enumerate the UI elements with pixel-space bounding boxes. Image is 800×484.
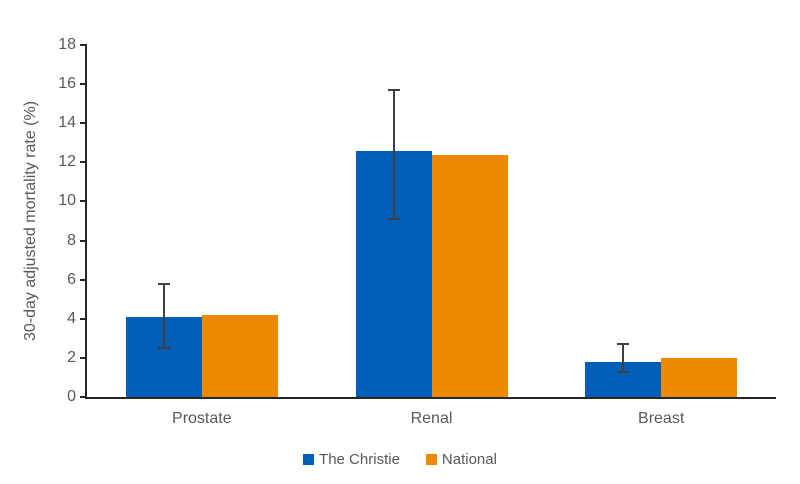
y-axis-title-text: 30-day adjusted mortality rate (%): [22, 100, 39, 342]
error-bar-cap-lower-prostate: [157, 347, 170, 350]
y-tick-label: 12: [58, 153, 76, 171]
error-bar-cap-lower-breast: [617, 370, 630, 373]
legend-item-the-christie: The Christie: [303, 451, 400, 468]
legend-swatch-the-christie: [303, 453, 315, 465]
error-bar-cap-upper-breast: [617, 343, 630, 346]
y-tick-label: 16: [58, 75, 76, 93]
y-tick-mark: [80, 83, 87, 86]
y-tick-mark: [80, 122, 87, 125]
category-label-renal: Renal: [410, 410, 453, 427]
y-tick-mark: [80, 356, 87, 359]
error-bar-cap-upper-prostate: [157, 282, 170, 285]
bar-national-breast: [661, 357, 738, 397]
category-label-breast: Breast: [638, 410, 685, 427]
legend: The Christie National: [0, 449, 800, 469]
y-tick-label: 6: [67, 270, 76, 288]
y-tick-mark: [80, 239, 87, 242]
legend-label-national: National: [441, 450, 497, 468]
error-bar-line-breast: [622, 344, 625, 372]
y-tick-mark: [80, 200, 87, 203]
legend-item-national: National: [425, 450, 497, 468]
y-tick-mark: [80, 317, 87, 320]
bar-national-prostate: [201, 314, 278, 397]
legend-swatch-national: [425, 453, 437, 465]
y-tick-label: 18: [58, 36, 76, 53]
y-axis-line: [85, 44, 87, 399]
y-tick-label: 8: [67, 231, 76, 249]
error-bar-line-renal: [392, 89, 395, 220]
error-bar-line-prostate: [162, 283, 165, 349]
y-tick-label: 14: [58, 114, 76, 132]
x-axis-line: [85, 397, 776, 399]
bar-national-renal: [431, 154, 508, 397]
y-tick-mark: [80, 396, 87, 398]
y-tick-label: 4: [67, 309, 76, 327]
category-label-prostate: Prostate: [172, 410, 232, 427]
y-tick-mark: [80, 161, 87, 164]
error-bar-cap-lower-renal: [387, 218, 400, 221]
error-bar-cap-upper-renal: [387, 88, 400, 91]
legend-label-the-christie: The Christie: [319, 450, 400, 468]
y-tick-mark: [80, 278, 87, 281]
y-tick-mark: [80, 44, 87, 46]
y-tick-label: 10: [58, 192, 76, 210]
y-tick-label: 0: [67, 388, 76, 405]
y-tick-label: 2: [67, 348, 76, 366]
